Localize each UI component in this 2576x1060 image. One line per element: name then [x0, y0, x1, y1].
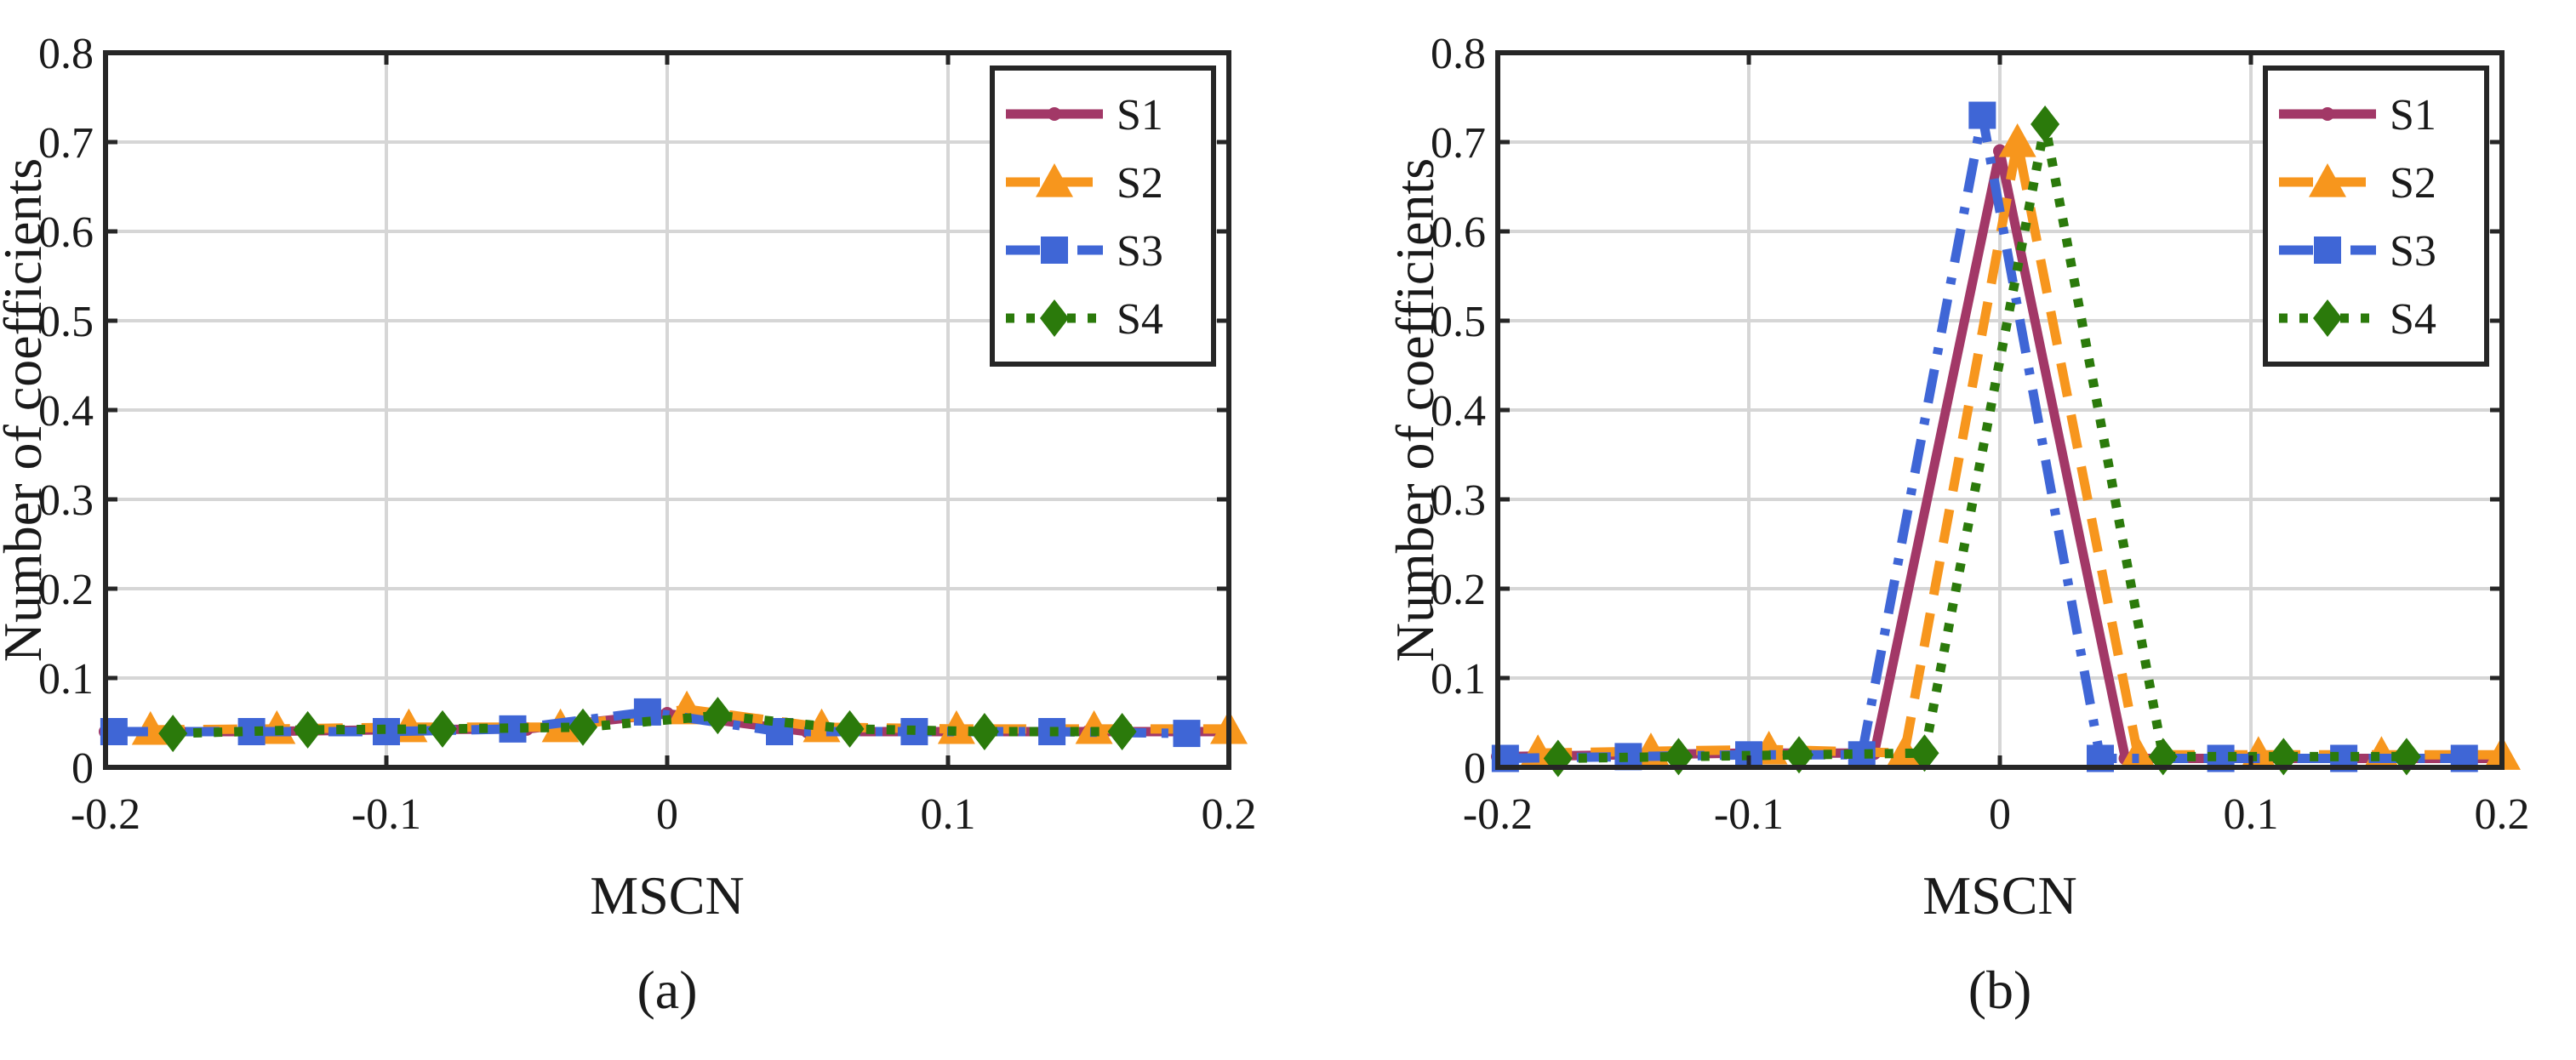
data-point-s4 — [1785, 736, 1813, 774]
data-point-s4 — [1543, 739, 1573, 778]
legend-label-s4: S4 — [1117, 295, 1163, 344]
series-line-s4 — [173, 710, 1122, 738]
panel-caption: (b) — [1968, 960, 2032, 1020]
y-tick-label: 0.4 — [1431, 387, 1486, 436]
data-point-s2 — [937, 710, 975, 744]
x-axis-title: MSCN — [590, 865, 744, 926]
x-tick-label: -0.2 — [71, 790, 140, 839]
legend-label-s2: S2 — [1117, 159, 1163, 208]
panel-caption: (a) — [637, 960, 697, 1020]
y-tick-label: 0.2 — [38, 566, 94, 614]
x-tick-label: 0 — [1989, 790, 2011, 839]
chart-panel-b: -0.2 -0.1 0 0.1 0.2 0 0.1 0.2 0.3 0.4 0.5 0.6 0.7 0.8… — [1385, 30, 2530, 1020]
y-tick-label: 0.5 — [1431, 298, 1486, 346]
y-tick-label: 0 — [71, 744, 94, 793]
y-tick-label: 0.5 — [38, 298, 94, 346]
data-point-s4 — [1910, 734, 1939, 772]
y-tick-label: 0.8 — [1431, 30, 1486, 78]
legend-marker-s2 — [2309, 163, 2346, 197]
y-tick-label: 0.3 — [1431, 476, 1486, 525]
legend-marker-s1 — [1048, 107, 1061, 121]
data-point-s2 — [2119, 736, 2157, 770]
y-tick-label: 0.4 — [38, 387, 94, 436]
data-point-s4 — [1107, 713, 1137, 750]
legend-marker-s1 — [2321, 107, 2334, 121]
data-point-s3 — [373, 718, 400, 745]
y-tick-label: 0.6 — [1431, 208, 1486, 257]
y-tick-label: 0.3 — [38, 476, 94, 525]
data-point-s4 — [703, 697, 733, 735]
y-tick-label: 0.6 — [38, 208, 94, 257]
y-axis-title: Number of coefficients — [1385, 158, 1445, 662]
data-point-s3 — [1173, 720, 1201, 748]
data-point-s4 — [835, 710, 865, 748]
y-tick-label: 0.1 — [38, 655, 94, 704]
legend-marker-s4 — [2313, 299, 2342, 337]
x-tick-label: 0.2 — [2475, 790, 2530, 839]
y-tick-label: 0.2 — [1431, 566, 1486, 614]
y-tick-label: 0.8 — [38, 30, 94, 78]
x-axis-title: MSCN — [1922, 865, 2076, 926]
data-point-s2 — [1885, 734, 1923, 768]
x-tick-label: -0.1 — [1714, 790, 1784, 839]
y-tick-label: 0.1 — [1431, 655, 1486, 704]
legend: S1 S2 S3 S4 — [990, 66, 1216, 367]
data-point-s2 — [1998, 123, 2036, 157]
data-point-s4 — [969, 713, 999, 750]
x-tick-label: 0.2 — [1202, 790, 1257, 839]
data-point-s4 — [293, 710, 323, 749]
legend-marker-s3 — [2314, 237, 2341, 264]
legend: S1 S2 S3 S4 — [2263, 66, 2489, 367]
y-axis-title: Number of coefficients — [0, 158, 53, 662]
x-tick-label: 0.1 — [2224, 790, 2279, 839]
y-tick-label: 0.7 — [38, 119, 94, 168]
data-point-s4 — [158, 715, 188, 753]
x-tick-label: 0 — [656, 790, 678, 839]
x-tick-label: 0.1 — [921, 790, 976, 839]
legend-label-s1: S1 — [1117, 91, 1163, 140]
legend-label-s4: S4 — [2390, 295, 2436, 344]
legend-label-s1: S1 — [2390, 91, 2436, 140]
legend-label-s3: S3 — [2390, 227, 2436, 276]
legend-marker-s3 — [1041, 237, 1068, 264]
y-tick-label: 0.7 — [1431, 119, 1486, 168]
chart-panel-a: -0.2 -0.1 0 0.1 0.2 0 0.1 0.2 0.3 0.4 0.5 0.6 0.7 0.8… — [0, 30, 1257, 1020]
data-point-s4 — [428, 710, 457, 748]
data-point-s2 — [131, 710, 169, 745]
x-tick-label: -0.1 — [351, 790, 421, 839]
x-tick-label: -0.2 — [1463, 790, 1533, 839]
legend-label-s2: S2 — [2390, 159, 2436, 208]
legend-marker-s4 — [1040, 299, 1069, 337]
data-point-s3 — [1968, 101, 1996, 129]
data-point-s4 — [568, 708, 597, 746]
legend-label-s3: S3 — [1117, 227, 1163, 276]
y-tick-label: 0 — [1464, 744, 1486, 793]
legend-marker-s2 — [1036, 163, 1073, 197]
data-point-s4 — [2031, 105, 2060, 143]
